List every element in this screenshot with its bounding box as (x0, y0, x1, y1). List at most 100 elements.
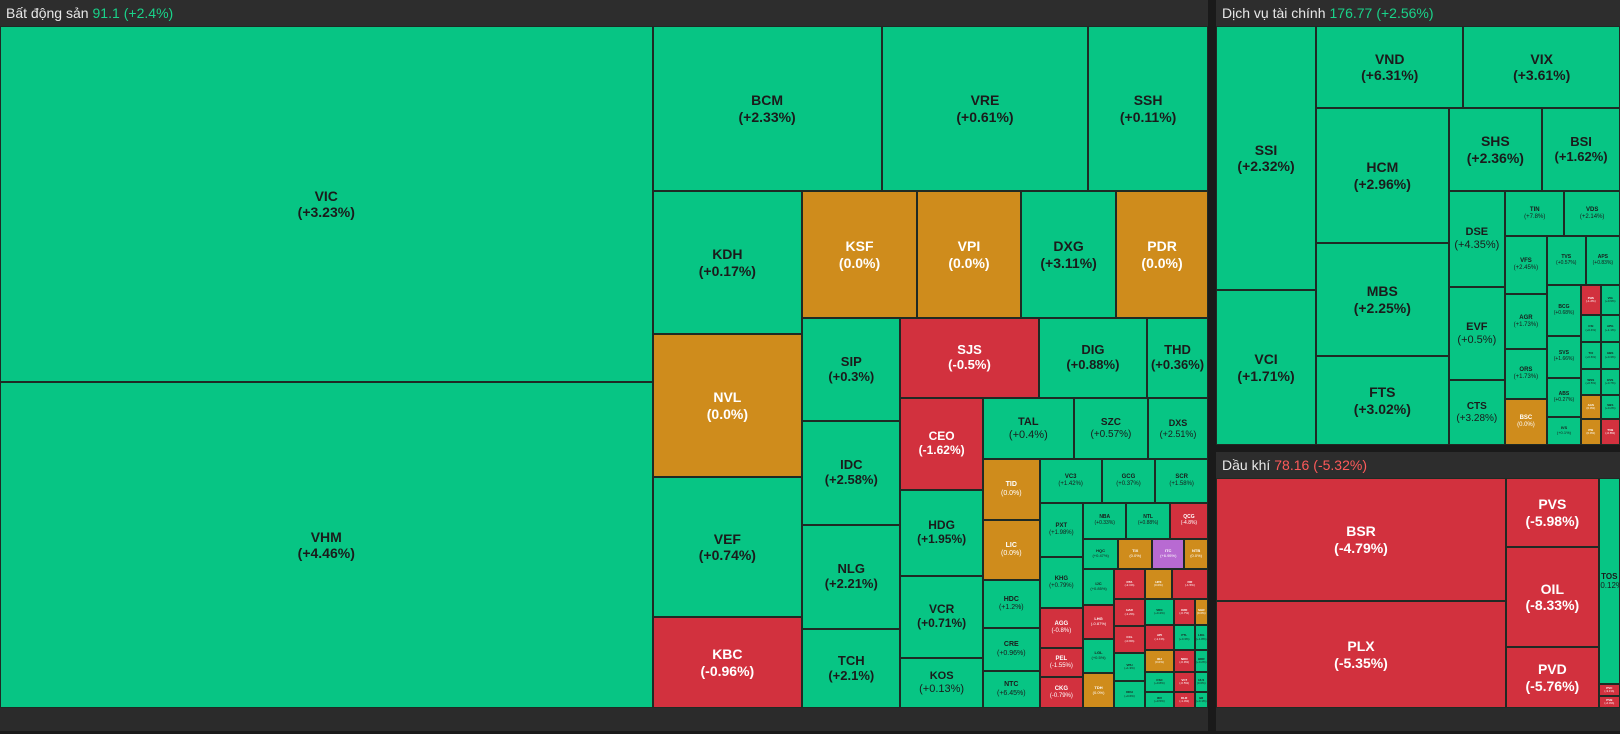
stock-tile-pvc[interactable]: PVC (-3.1%) (1599, 684, 1620, 696)
stock-tile-pel[interactable]: PEL (-1.55%) (1040, 648, 1083, 677)
stock-tile-api[interactable]: API (-1.1%) (1145, 625, 1174, 650)
stock-tile-dxs[interactable]: DXS (+2.51%) (1148, 398, 1208, 459)
stock-tile-ntl[interactable]: NTL (+0.88%) (1126, 503, 1169, 539)
stock-tile-idc[interactable]: IDC (+2.58%) (802, 421, 900, 525)
stock-tile-cts[interactable]: CTS (+3.28%) (1449, 380, 1506, 445)
stock-tile-dig[interactable]: DIG (+0.88%) (1039, 318, 1147, 398)
stock-tile-vnd[interactable]: VND (+6.31%) (1316, 26, 1463, 108)
stock-tile-kdh[interactable]: KDH (+0.17%) (653, 191, 803, 334)
stock-tile-ckg[interactable]: CKG (-0.79%) (1040, 677, 1083, 708)
stock-tile-pvs[interactable]: PVS (-5.98%) (1506, 478, 1599, 547)
stock-tile-sgr[interactable]: SGR (0.0%) (1195, 599, 1208, 625)
stock-tile-har[interactable]: HAR (-1.2%) (1114, 599, 1145, 626)
stock-tile-nlg[interactable]: NLG (+2.21%) (802, 525, 900, 629)
stock-tile-idj[interactable]: IDJ (0.0%) (1145, 650, 1174, 672)
stock-tile-ntc[interactable]: NTC (+6.45%) (983, 671, 1040, 708)
stock-tile-khg[interactable]: KHG (+0.79%) (1040, 557, 1083, 608)
stock-tile-idv[interactable]: IDV (+0.5%) (1145, 692, 1174, 708)
stock-tile-svs[interactable]: SVS (+1.66%) (1547, 336, 1581, 378)
stock-tile-dta[interactable]: DTA (-2.1%) (1114, 569, 1145, 599)
stock-tile-vds[interactable]: VDS (+2.14%) (1564, 191, 1620, 236)
stock-tile-oil[interactable]: OIL (-8.33%) (1506, 547, 1599, 647)
stock-tile-psi[interactable]: PSI (0.0%) (1581, 419, 1600, 445)
stock-tile-kos[interactable]: KOS (+0.13%) (900, 658, 983, 708)
stock-tile-ntb[interactable]: NTB (0.0%) (1184, 539, 1208, 569)
stock-tile-bii[interactable]: BII (+0.1%) (1195, 692, 1208, 708)
stock-tile-vic[interactable]: VIC (+3.23%) (0, 26, 653, 382)
sector-header-bat-dong-san[interactable]: Bất động sản 91.1 (+2.4%) (0, 0, 1208, 26)
stock-tile-ors[interactable]: ORS (+1.73%) (1505, 349, 1547, 399)
stock-tile-cre[interactable]: CRE (+0.96%) (983, 628, 1040, 671)
stock-tile-nba[interactable]: NBA (+0.33%) (1083, 503, 1126, 539)
stock-tile-ldg[interactable]: LDG (+1.8%) (1195, 625, 1208, 650)
stock-tile-bsr[interactable]: BSR (-4.79%) (1216, 478, 1506, 601)
stock-tile-vfs[interactable]: VFS (+2.45%) (1505, 236, 1547, 294)
stock-tile-sbs[interactable]: SBS (+0.2%) (1601, 395, 1620, 419)
stock-tile-vrc[interactable]: VRC (+0.4%) (1145, 599, 1174, 625)
stock-tile-kbc[interactable]: KBC (-0.96%) (653, 617, 803, 708)
stock-tile-wss[interactable]: WSS (+0.5%) (1581, 369, 1600, 395)
stock-tile-pxt[interactable]: PXT (+1.98%) (1040, 503, 1083, 557)
stock-tile-ssh[interactable]: SSH (+0.11%) (1088, 26, 1208, 191)
stock-tile-phs[interactable]: PHS (-1.2%) (1581, 285, 1600, 315)
stock-tile-tvb[interactable]: TVB (-0.8%) (1601, 419, 1620, 445)
stock-tile-vci[interactable]: VCI (+1.71%) (1216, 290, 1316, 445)
stock-tile-lgl[interactable]: LGL (+0.5%) (1083, 639, 1114, 673)
stock-tile-szc[interactable]: SZC (+0.57%) (1074, 398, 1148, 459)
stock-tile-apg[interactable]: APG (+1.1%) (1601, 315, 1620, 342)
stock-tile-plx[interactable]: PLX (-5.35%) (1216, 601, 1506, 708)
stock-tile-vix[interactable]: VIX (+3.61%) (1463, 26, 1620, 108)
stock-tile-lhg[interactable]: LHG (-0.87%) (1083, 605, 1114, 639)
stock-tile-abs[interactable]: ABS (+0.27%) (1547, 378, 1581, 417)
stock-tile-vcr[interactable]: VCR (+0.71%) (900, 576, 983, 658)
stock-tile-hdg[interactable]: HDG (+1.95%) (900, 490, 983, 576)
stock-tile-evs[interactable]: EVS (+0.7%) (1601, 369, 1620, 395)
stock-tile-hbs[interactable]: HBS (+0.3%) (1601, 342, 1620, 369)
stock-tile-sjs[interactable]: SJS (-0.5%) (900, 318, 1038, 398)
stock-tile-tch[interactable]: TCH (+2.1%) (802, 629, 900, 708)
stock-tile-pvb[interactable]: PVB (-2.4%) (1599, 696, 1620, 708)
stock-tile-csi[interactable]: CSI (+0.4%) (1581, 315, 1600, 342)
stock-tile-bsc[interactable]: BSC (0.0%) (1505, 399, 1547, 445)
stock-tile-ksf[interactable]: KSF (0.0%) (802, 191, 917, 318)
stock-tile-vc3[interactable]: VC3 (+1.42%) (1040, 459, 1102, 503)
stock-tile-tdh[interactable]: TDH (0.0%) (1083, 673, 1114, 708)
stock-tile-dxg[interactable]: DXG (+3.11%) (1021, 191, 1116, 318)
stock-tile-agg[interactable]: AGG (-0.8%) (1040, 608, 1083, 648)
stock-tile-agr[interactable]: AGR (+1.73%) (1505, 294, 1547, 349)
stock-tile-ndn[interactable]: NDN (-0.9%) (1174, 650, 1195, 672)
stock-tile-drh[interactable]: DRH (+0.6%) (1114, 681, 1145, 708)
stock-tile-tid[interactable]: TID (0.0%) (983, 459, 1040, 520)
stock-tile-hu1[interactable]: HU1 (0.0%) (1195, 672, 1208, 692)
stock-tile-tal[interactable]: TAL (+0.4%) (983, 398, 1074, 459)
stock-tile-ptl[interactable]: PTL (+0.3%) (1174, 625, 1195, 650)
stock-tile-ijc[interactable]: IJC (+0.85%) (1083, 569, 1114, 605)
stock-tile-shs[interactable]: SHS (+2.36%) (1449, 108, 1543, 191)
stock-tile-aps[interactable]: APS (+0.83%) (1586, 236, 1620, 285)
stock-tile-hqc[interactable]: HQC (+0.47%) (1083, 539, 1118, 569)
stock-tile-vpi[interactable]: VPI (0.0%) (917, 191, 1021, 318)
stock-tile-qcg[interactable]: QCG (-4.8%) (1170, 503, 1208, 539)
stock-tile-nvl[interactable]: NVL (0.0%) (653, 334, 803, 477)
stock-tile-thd[interactable]: THD (+0.36%) (1147, 318, 1208, 398)
stock-tile-hdc[interactable]: HDC (+1.2%) (983, 580, 1040, 628)
stock-tile-lic[interactable]: LIC (0.0%) (983, 520, 1040, 580)
stock-tile-sip[interactable]: SIP (+0.3%) (802, 318, 900, 421)
sector-header-dich-vu-tai-chinh[interactable]: Dịch vụ tài chính 176.77 (+2.56%) (1216, 0, 1620, 26)
stock-tile-tci[interactable]: TCI (+0.6%) (1581, 342, 1600, 369)
stock-tile-mbs[interactable]: MBS (+2.25%) (1316, 243, 1449, 356)
stock-tile-d2d[interactable]: D2D (-0.7%) (1174, 599, 1195, 625)
stock-tile-fir[interactable]: FIR (-1.5%) (1172, 569, 1208, 599)
stock-tile-vc7[interactable]: VC7 (-0.5%) (1174, 672, 1195, 692)
stock-tile-ccl[interactable]: CCL (-0.9%) (1114, 626, 1145, 653)
stock-tile-scr[interactable]: SCR (+1.58%) (1155, 459, 1208, 503)
stock-tile-ssi[interactable]: SSI (+2.32%) (1216, 26, 1316, 290)
stock-tile-hdr[interactable]: HDR (+0.2%) (1195, 650, 1208, 672)
sector-header-dau-khi[interactable]: Dầu khí 78.16 (-5.32%) (1216, 452, 1620, 478)
stock-tile-vig[interactable]: VIG (+0.9%) (1601, 285, 1620, 315)
stock-tile-tos[interactable]: TOS(+0.12%) (1599, 478, 1620, 684)
stock-tile-gcg[interactable]: GCG (+0.37%) (1102, 459, 1156, 503)
stock-tile-ceo[interactable]: CEO (-1.62%) (900, 398, 983, 490)
stock-tile-fts[interactable]: FTS (+3.02%) (1316, 356, 1449, 445)
stock-tile-hpx[interactable]: HPX (0.0%) (1145, 569, 1172, 599)
